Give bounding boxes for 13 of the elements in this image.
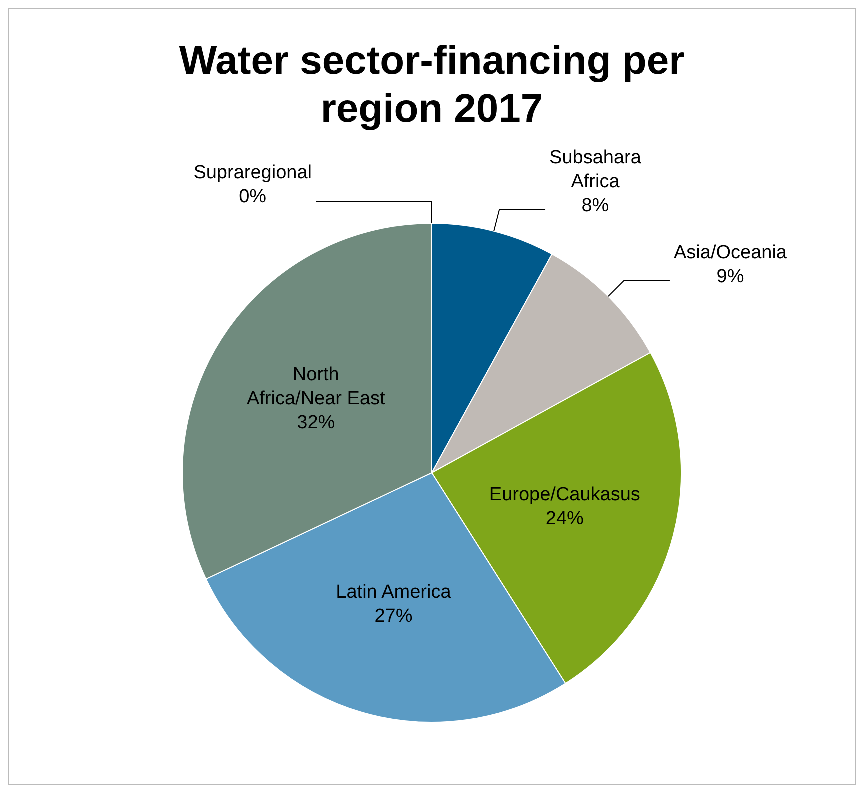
data-label: 24% (546, 508, 584, 530)
chart-title: Water sector-financing per region 2017 (178, 38, 686, 133)
data-label: 32% (297, 412, 336, 434)
slice-label: Latin America (336, 582, 452, 604)
slice-label: Subsahara Africa (550, 147, 642, 192)
data-label: 8% (582, 195, 610, 216)
slice-label: Asia/Oceania (674, 242, 788, 264)
data-label: 27% (374, 606, 413, 628)
data-label: 9% (716, 266, 744, 288)
slice-label: North Africa/Near East (246, 364, 386, 410)
category-label: Supraregional (194, 162, 312, 184)
slice-label: Europe/Caukasus (489, 484, 640, 506)
text: 0% (239, 186, 267, 208)
